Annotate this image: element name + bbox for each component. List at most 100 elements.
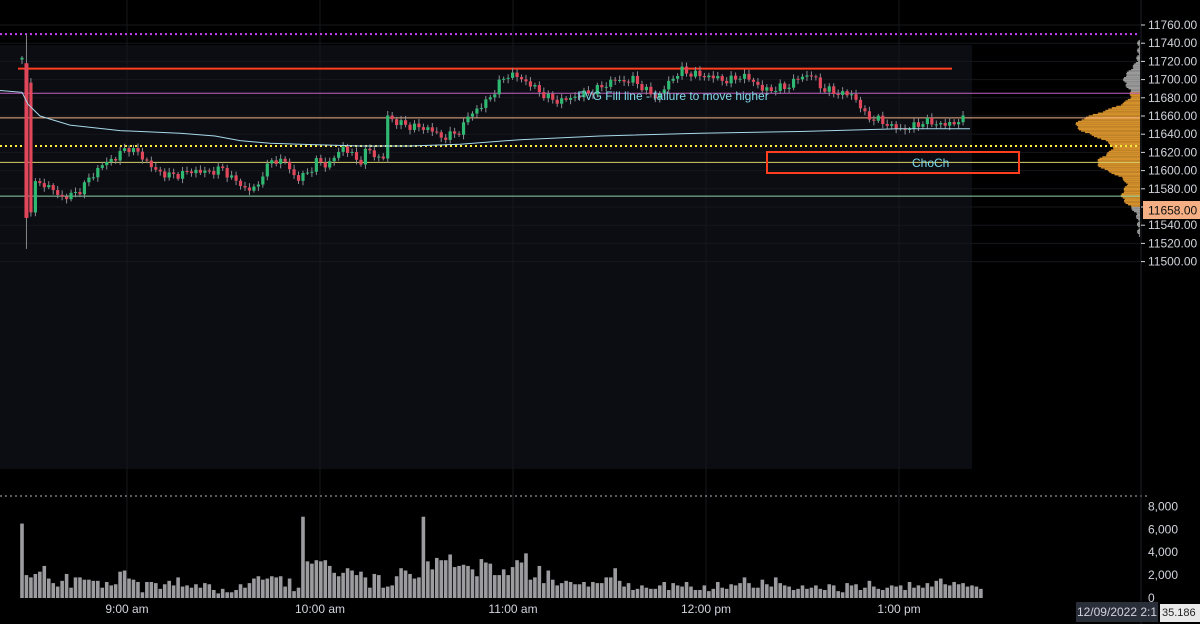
candle-body (881, 115, 885, 125)
candle (689, 71, 693, 82)
volume-bar (782, 585, 787, 598)
last-price-badge[interactable] (1143, 201, 1200, 219)
candle (511, 68, 515, 80)
candle-body (872, 119, 876, 121)
profile-bar (1097, 137, 1140, 139)
candle-body (618, 80, 622, 82)
profile-bar (1137, 44, 1140, 46)
candle-body (225, 168, 229, 178)
profile-bar (1075, 122, 1140, 124)
volume-bar (73, 577, 78, 598)
candle (283, 156, 287, 165)
profile-bar (1091, 134, 1140, 136)
candle (270, 158, 274, 168)
candle (934, 120, 938, 129)
price-tick-label: 11700.00 (1148, 73, 1197, 87)
choch-annotation: ChoCh (912, 156, 949, 170)
candle (729, 71, 733, 88)
price-tick-label: 11680.00 (1148, 91, 1197, 105)
volume-bar (359, 571, 363, 598)
candle (747, 69, 751, 82)
candle-body (511, 72, 515, 78)
candle (194, 166, 198, 178)
candle (564, 96, 568, 102)
candle (274, 156, 278, 167)
candle-body (568, 97, 573, 100)
candle-body (644, 86, 648, 91)
candle-body (194, 169, 198, 174)
volume-bar (229, 592, 234, 598)
candle-body (216, 166, 220, 175)
candle-body (725, 80, 729, 84)
profile-bar (1126, 75, 1140, 78)
profile-bar (1125, 85, 1140, 87)
volume-bar (912, 587, 916, 598)
volume-bar (109, 585, 113, 598)
candle (305, 168, 310, 175)
candle (60, 190, 64, 201)
volume-bar (640, 585, 644, 598)
candle-body (957, 122, 961, 125)
candle (180, 166, 185, 184)
profile-bar (1126, 71, 1140, 74)
volume-bar (292, 591, 296, 598)
candle (198, 165, 202, 176)
profile-bar (1136, 223, 1140, 225)
volume-bar (64, 573, 69, 598)
candle-body (524, 79, 528, 82)
profile-bar (1135, 62, 1140, 64)
volume-bar (591, 581, 595, 598)
candle-body (395, 119, 399, 126)
time-tick-label: 11:00 am (488, 602, 537, 616)
volume-bar (657, 585, 662, 598)
price-tick-label: 11660.00 (1148, 109, 1197, 123)
candle-body (502, 78, 506, 80)
volume-bar (484, 562, 488, 598)
candle (238, 178, 243, 190)
candle (475, 105, 479, 118)
candle-body (595, 84, 599, 95)
candle (319, 154, 323, 166)
volume-bar (555, 585, 559, 598)
candle (497, 75, 501, 98)
volume-bar (970, 585, 974, 598)
candle-body (390, 115, 394, 120)
profile-bar (1113, 148, 1140, 150)
volume-bar (738, 583, 742, 598)
candle-body (542, 92, 546, 99)
candle (247, 183, 252, 196)
candle-body (243, 186, 247, 188)
volume-bar (368, 587, 372, 598)
volume-bar (943, 584, 948, 598)
candle (765, 84, 769, 96)
profile-bar (1116, 105, 1140, 108)
volume-bar (680, 586, 684, 598)
candle (131, 144, 136, 156)
volume-bar (916, 585, 921, 598)
profile-bar (1101, 138, 1140, 140)
profile-bar (1092, 113, 1140, 116)
volume-bar (488, 563, 493, 598)
candle-body (475, 108, 479, 114)
candle (814, 74, 818, 81)
volume-bar (586, 586, 591, 598)
candle-body (560, 98, 564, 104)
candle-body (149, 160, 153, 168)
volume-bar (769, 586, 774, 598)
volume-bar (635, 588, 640, 598)
candle-body (484, 99, 488, 108)
candle (778, 79, 782, 95)
candle (823, 83, 827, 94)
profile-bar (1122, 178, 1140, 180)
candle-body (564, 98, 568, 100)
profile-bar (1111, 107, 1140, 109)
profile-bar (1126, 72, 1140, 75)
candle-body (426, 127, 430, 130)
profile-bar (1137, 229, 1140, 232)
profile-bar (1124, 81, 1140, 83)
candle (82, 180, 87, 199)
candle-body (787, 87, 791, 89)
profile-bar (1138, 225, 1140, 228)
candle-body (800, 76, 805, 80)
candle-body (863, 108, 867, 112)
